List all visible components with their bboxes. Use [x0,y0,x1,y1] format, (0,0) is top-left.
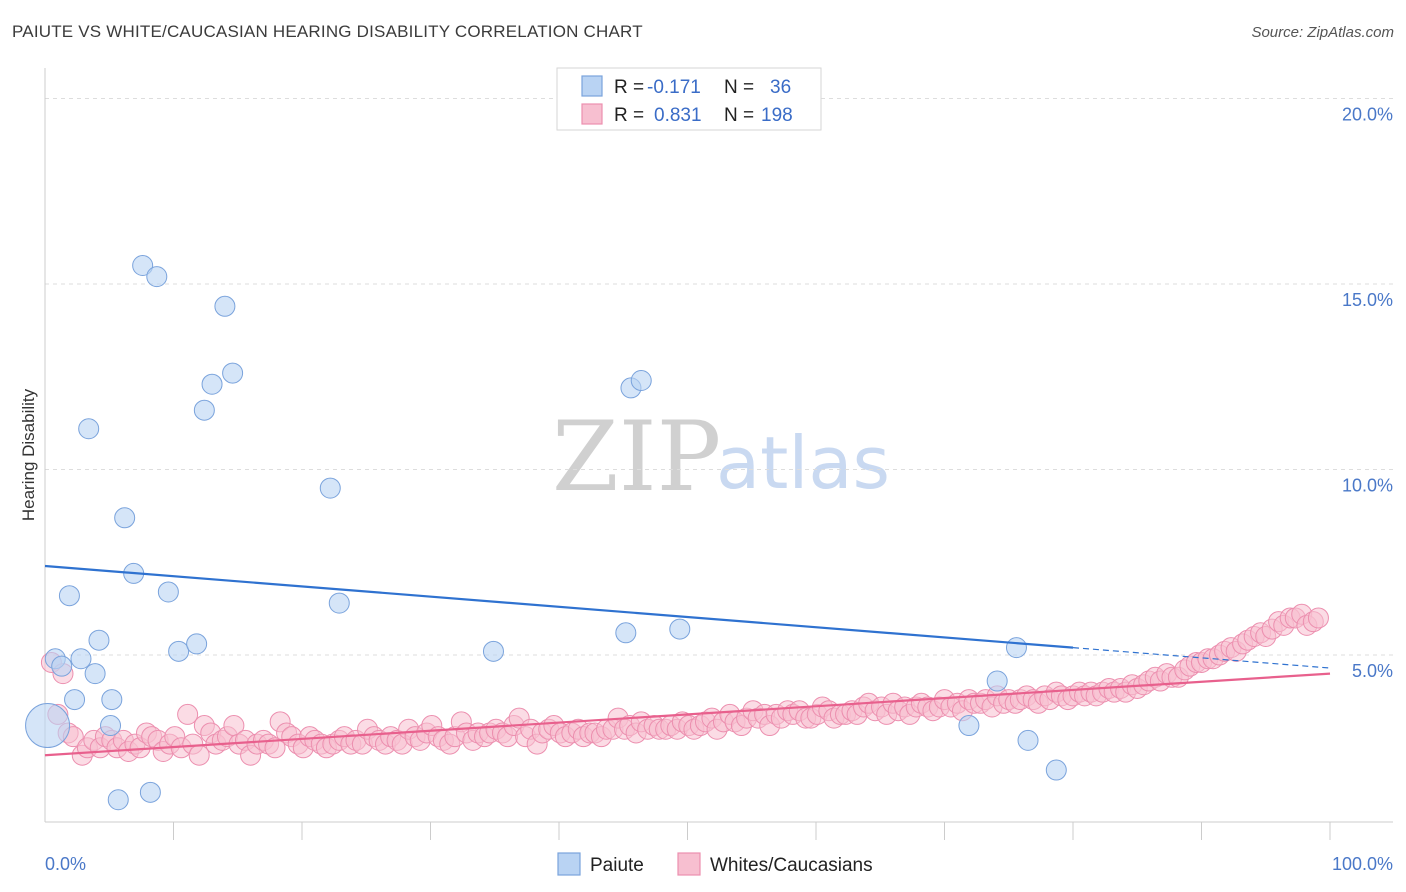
legend-r-value-white: 0.831 [654,105,702,126]
legend: R = -0.171 N = 36 R = 0.831 N = 198 [556,67,822,131]
white-point [177,703,199,725]
paiute-point [58,585,80,607]
legend-n-value-paiute: 36 [770,77,791,98]
bottom-legend-paiute: Paiute [590,855,644,876]
paiute-point [630,370,652,392]
paiute-point [64,689,86,711]
paiute-point [201,373,223,395]
white-trend-line [44,672,1331,757]
y-axis-label: Hearing Disability [19,388,38,521]
white-point [1307,607,1329,629]
paiute-point [1005,637,1027,659]
paiute-point [70,648,92,670]
paiute-point [615,622,637,644]
y-tick-label: 5.0% [1352,661,1393,681]
x-tick-label-min: 0.0% [45,854,86,874]
paiute-point [958,715,980,737]
paiute-point [986,670,1008,692]
tick-labels: 5.0% 10.0% 15.0% 20.0% 0.0% 100.0% [45,105,1393,874]
paiute-points-layer [25,255,1067,811]
paiute-point [139,781,161,803]
bottom-legend-white: Whites/Caucasians [710,855,873,876]
paiute-point [168,640,190,662]
legend-n-value-white: 198 [761,105,793,126]
paiute-point [51,655,73,677]
paiute-point [100,715,122,737]
white-point [188,744,210,766]
paiute-point [193,399,215,421]
paiute-point [1045,759,1067,781]
paiute-point [25,703,71,749]
chart-title: PAIUTE VS WHITE/CAUCASIAN HEARING DISABI… [12,22,643,41]
paiute-point [132,255,154,276]
paiute-point [186,633,208,655]
source-credit: Source: ZipAtlas.com [1251,24,1394,41]
y-tick-label: 20.0% [1342,105,1393,125]
legend-n-label-white: N = [724,105,754,126]
paiute-point [1017,729,1039,751]
legend-swatch-white [581,103,603,125]
paiute-point [146,266,168,288]
paiute-point [157,581,179,603]
grid-lines [45,98,1393,656]
y-tick-label: 10.0% [1342,476,1393,496]
paiute-point [669,618,691,640]
legend-n-label-paiute: N = [724,77,754,98]
y-tick-label: 15.0% [1342,290,1393,310]
legend-r-label-paiute: R = [614,77,644,98]
bottom-legend-swatch-paiute [557,852,581,876]
trend-lines [44,564,1331,757]
paiute-trend-line [44,564,1074,649]
paiute-point [319,477,341,499]
x-tick-label-max: 100.0% [1332,854,1393,874]
paiute-point [88,629,110,651]
paiute-point [214,295,236,317]
watermark-atlas: atlas [716,421,890,505]
paiute-point [114,507,136,529]
legend-r-value-paiute: -0.171 [647,77,701,98]
paiute-point [101,689,123,711]
watermark-zip: ZIP [552,401,721,513]
axes [44,68,1393,840]
white-point [264,737,286,759]
paiute-point [328,592,350,614]
paiute-point [78,418,100,440]
legend-swatch-paiute [581,75,603,97]
paiute-point [107,789,129,811]
paiute-point [222,362,244,384]
bottom-legend: Paiute Whites/Caucasians [557,852,873,876]
paiute-point [482,640,504,662]
bottom-legend-swatch-white [677,852,701,876]
legend-r-label-white: R = [614,105,644,126]
paiute-point [84,663,106,685]
paiute-trend-extension [1072,647,1331,669]
